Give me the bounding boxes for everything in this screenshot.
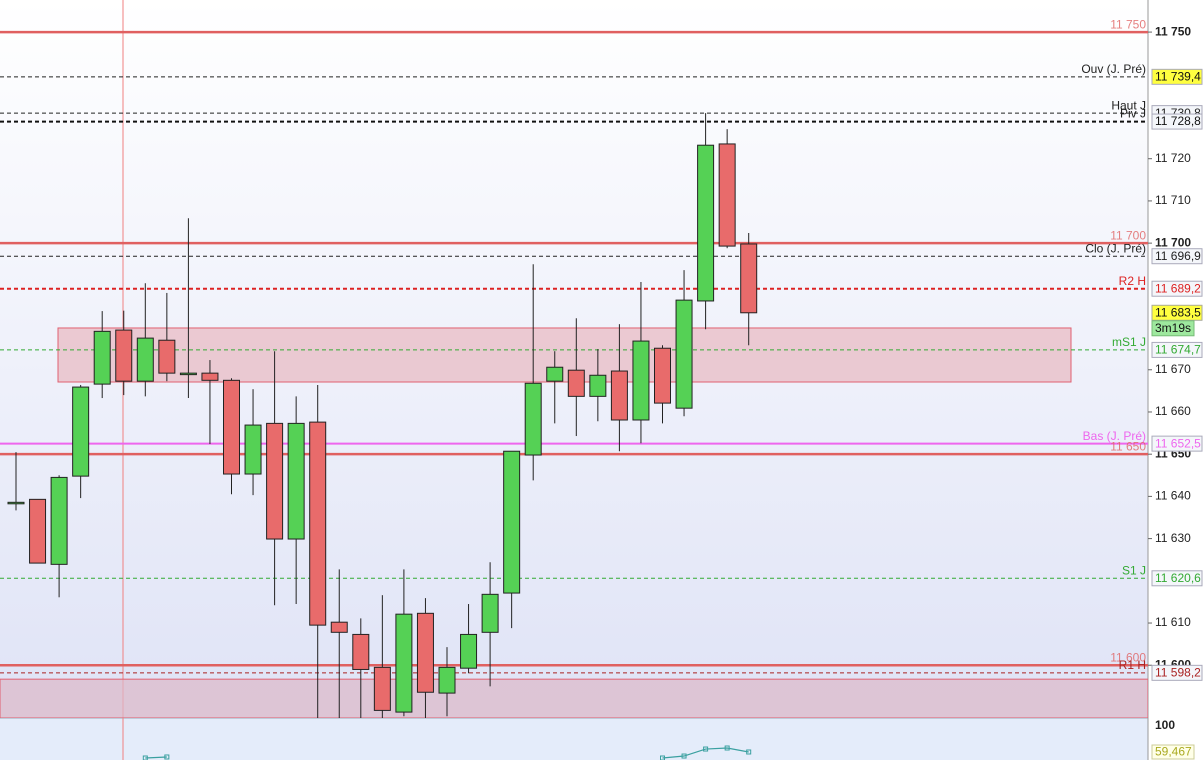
y-tick-label: 11 630	[1155, 531, 1191, 545]
candles	[7, 113, 758, 718]
y-tick-label: 11 660	[1155, 404, 1191, 418]
axis-labels: 11 600 11 610 11 630 11 640 11 650 11 660 11 6…	[1081, 17, 1191, 732]
candle-body	[567, 369, 585, 397]
candle-body	[93, 330, 111, 385]
level-name: 11 600	[1110, 650, 1146, 664]
candle-body	[481, 593, 499, 633]
level-name: mS1 J	[1112, 335, 1146, 349]
price-tag	[1151, 435, 1203, 452]
candle-body	[287, 422, 305, 540]
candle-body	[158, 339, 176, 374]
level-name: S1 J	[1122, 563, 1146, 577]
y-tick-label: 11 720	[1155, 151, 1191, 165]
price-tags: 11 739,411 730,811 728,811 696,911 689,2…	[1151, 68, 1203, 760]
candle-body	[115, 329, 133, 382]
candle-body	[589, 374, 607, 397]
level-name: 11 650	[1110, 439, 1146, 453]
candle-body	[460, 633, 478, 669]
candle-body	[244, 424, 262, 475]
candle-body	[740, 243, 758, 314]
candle-body	[179, 372, 197, 376]
indicator-tick-label: 100	[1155, 718, 1175, 732]
candle-body	[223, 379, 240, 475]
candle-body	[50, 476, 68, 565]
candle-body	[330, 621, 348, 633]
price-tag-label: 11 728,8	[1155, 114, 1201, 128]
indicator-line	[145, 756, 167, 759]
indicator-point	[746, 749, 752, 755]
zones	[0, 327, 1148, 718]
indicator-line	[662, 747, 749, 759]
candle-body	[654, 347, 671, 404]
candle-body	[632, 340, 650, 421]
candle-body	[201, 372, 219, 381]
price-tag	[1151, 341, 1203, 358]
price-tag-label: 11 696,9	[1155, 249, 1201, 263]
level-name: 11 700	[1110, 228, 1146, 242]
indicator	[142, 745, 752, 760]
indicator-tag	[1151, 744, 1195, 760]
candle-body	[610, 370, 628, 421]
candle-body	[503, 450, 521, 594]
last-price-label: 11 683,5	[1155, 305, 1201, 319]
candle-body	[7, 501, 25, 505]
levels	[0, 30, 1148, 674]
candle-body	[29, 498, 47, 564]
price-tag-label: 11 689,2	[1155, 281, 1201, 295]
candle-body	[546, 366, 564, 382]
level-name: Ouv (J. Pré)	[1081, 62, 1146, 76]
zone	[57, 327, 1072, 383]
candle-body	[697, 144, 715, 302]
candle-body	[416, 612, 434, 693]
level-name: Haut J	[1111, 98, 1146, 112]
countdown: 3m19s	[1155, 321, 1191, 335]
indicator-point	[724, 745, 730, 751]
price-tag-label: 11 652,5	[1155, 436, 1201, 450]
candle-body	[309, 421, 327, 626]
indicator-last-label: 59,467	[1155, 745, 1192, 759]
candle-body	[675, 299, 693, 409]
indicator-point	[703, 746, 709, 752]
price-tag-label: 11 620,6	[1155, 571, 1201, 585]
y-tick-label: 11 750	[1155, 24, 1191, 38]
candle-body	[136, 337, 154, 382]
level-name: R2 H	[1119, 274, 1146, 288]
y-tick-label: 11 610	[1155, 615, 1191, 629]
y-tick-label: 11 700	[1155, 235, 1191, 249]
level-name: 11 750	[1110, 17, 1146, 31]
candle-body	[72, 386, 90, 477]
price-tag	[1151, 68, 1203, 85]
level-name: Bas (J. Pré)	[1083, 429, 1146, 443]
indicator-point	[164, 754, 170, 760]
candle-body	[352, 633, 370, 670]
price-tag	[1151, 664, 1203, 681]
level-name: Clo (J. Pré)	[1085, 241, 1146, 255]
price-tag	[1151, 248, 1203, 265]
candle-body	[395, 613, 413, 713]
indicator-pane	[0, 718, 1148, 760]
y-tick-label: 11 670	[1155, 362, 1191, 376]
level-name: Piv J	[1120, 107, 1146, 121]
indicator-point	[660, 755, 665, 760]
price-tag	[1151, 113, 1203, 130]
price-tag-label: 11 739,4	[1155, 69, 1201, 83]
price-tag	[1151, 280, 1203, 297]
candle-body	[524, 382, 542, 456]
zone	[0, 678, 1148, 718]
level-name: R1 H	[1119, 658, 1146, 672]
y-tick-label: 11 710	[1155, 193, 1191, 207]
countdown-tag	[1151, 320, 1195, 337]
candle-body	[438, 666, 456, 694]
indicator-point	[681, 753, 687, 759]
indicator-point	[142, 755, 148, 760]
candle-body	[266, 422, 284, 540]
price-tag	[1151, 570, 1203, 587]
candle-body	[373, 666, 391, 711]
y-tick-label: 11 640	[1155, 489, 1191, 503]
price-tag-label: 11 674,7	[1155, 343, 1201, 357]
price-tag-label: 11 598,2	[1155, 666, 1201, 680]
candle-body	[718, 143, 736, 247]
